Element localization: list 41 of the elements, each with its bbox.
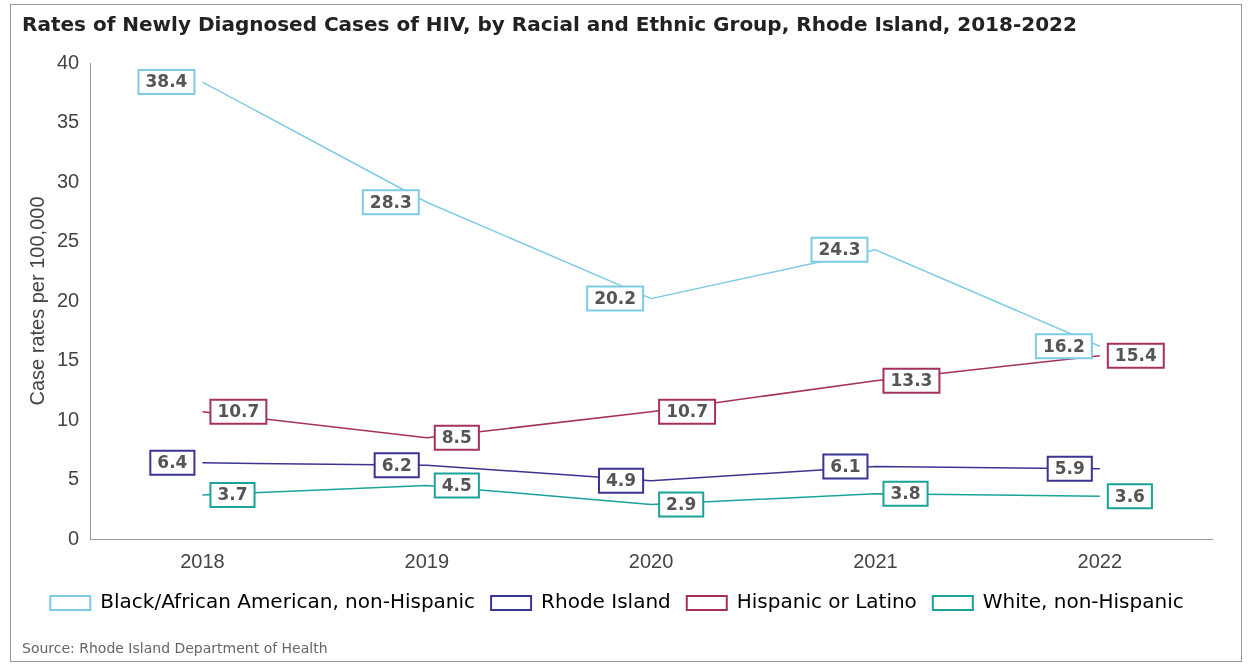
data-label: 24.3 <box>818 239 861 260</box>
data-label: 3.6 <box>1114 485 1145 506</box>
data-label: 5.9 <box>1054 458 1085 479</box>
data-label: 28.3 <box>369 191 412 212</box>
legend-label: Hispanic or Latino <box>736 589 917 614</box>
y-tick-label: 30 <box>57 169 80 192</box>
y-tick-label: 25 <box>57 229 80 252</box>
data-label: 8.5 <box>441 427 472 448</box>
data-label: 10.7 <box>666 401 709 422</box>
x-tick-label: 2020 <box>628 549 674 572</box>
legend-label: Rhode Island <box>541 589 671 614</box>
x-tick-label: 2021 <box>853 549 898 572</box>
data-label: 15.4 <box>1114 345 1157 366</box>
data-label: 6.2 <box>381 454 412 475</box>
data-label: 13.3 <box>890 370 933 391</box>
data-label: 16.2 <box>1042 335 1085 356</box>
legend-label: Black/African American, non-Hispanic <box>100 589 476 614</box>
y-tick-label: 20 <box>57 288 80 311</box>
x-tick-label: 2018 <box>180 549 225 572</box>
y-axis-title: Case rates per 100,000 <box>25 196 48 406</box>
x-tick-label: 2022 <box>1077 549 1123 572</box>
source-note: Source: Rhode Island Department of Health <box>22 640 328 656</box>
legend-label: White, non-Hispanic <box>982 589 1184 614</box>
data-label: 6.4 <box>157 452 188 473</box>
data-label: 3.8 <box>890 483 921 504</box>
y-tick-label: 5 <box>68 467 80 490</box>
data-label: 38.4 <box>145 71 188 92</box>
data-label: 3.7 <box>217 484 248 505</box>
data-label: 4.5 <box>441 474 472 495</box>
y-tick-label: 35 <box>57 110 80 133</box>
chart-title: Rates of Newly Diagnosed Cases of HIV, by Racial and Ethnic Group, Rhode Island, 2018-2022 <box>22 12 1077 36</box>
data-label: 20.2 <box>594 288 637 309</box>
data-label: 4.9 <box>606 470 637 491</box>
y-tick-label: 40 <box>57 50 80 73</box>
data-label: 2.9 <box>666 493 697 514</box>
y-tick-label: 0 <box>68 526 80 549</box>
data-label: 10.7 <box>217 401 260 422</box>
y-tick-label: 10 <box>57 407 80 430</box>
data-label: 6.1 <box>830 455 861 476</box>
x-tick-label: 2019 <box>404 549 450 572</box>
y-tick-label: 15 <box>57 348 80 371</box>
